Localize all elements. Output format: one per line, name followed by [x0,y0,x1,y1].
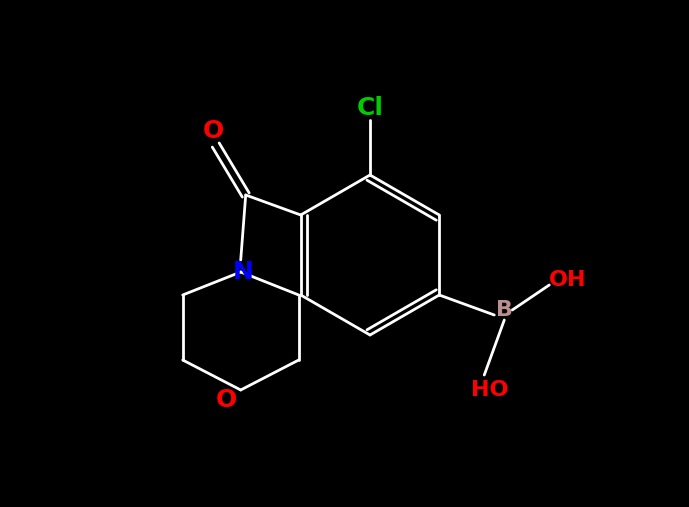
Text: OH: OH [548,270,586,290]
Text: O: O [203,119,225,143]
Text: O: O [216,388,237,412]
Text: Cl: Cl [356,96,384,120]
Text: N: N [232,260,253,284]
Text: B: B [496,300,513,320]
Text: HO: HO [471,380,508,400]
